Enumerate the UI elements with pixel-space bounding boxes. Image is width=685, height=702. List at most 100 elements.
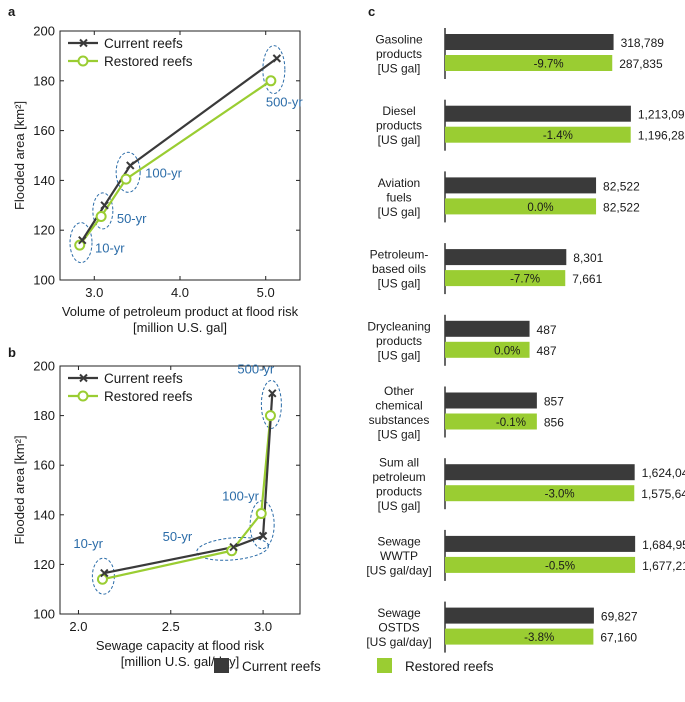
category-label: [US gal]	[378, 62, 421, 76]
y-tick-label: 180	[33, 408, 55, 423]
bar-value-restored: 1,677,216	[642, 559, 685, 573]
return-period-label: 10-yr	[73, 536, 103, 551]
bar-value-restored: 287,835	[619, 57, 663, 71]
category-label: Petroleum-	[370, 248, 429, 262]
category-label: Gasoline	[375, 33, 423, 47]
restored-point	[255, 508, 267, 520]
panel-label-b: b	[8, 345, 16, 360]
category-label: [US gal]	[378, 427, 421, 441]
current-point	[100, 201, 109, 210]
current-point	[258, 531, 268, 541]
category-label: [US gal]	[378, 348, 421, 362]
category-label: products	[376, 484, 422, 498]
pct-change-label: -7.7%	[510, 274, 540, 286]
return-period-label: 50-yr	[163, 529, 193, 544]
y-axis-label: Flooded area [km²]	[12, 101, 27, 210]
legend-label-restored: Restored reefs	[104, 389, 193, 404]
current-point	[272, 54, 282, 63]
category-label: [US gal/day]	[366, 563, 431, 577]
return-period-label: 10-yr	[95, 241, 125, 256]
category-label: Sewage	[377, 534, 421, 548]
bar-value-current: 8,301	[573, 251, 603, 265]
pct-change-label: -1.4%	[543, 130, 573, 142]
restored-point	[95, 211, 107, 223]
category-label: products	[376, 119, 422, 133]
panel-label-c: c	[368, 4, 375, 19]
return-period-ellipse	[260, 379, 282, 429]
bar-value-restored: 1,196,285	[638, 129, 685, 143]
category-label: chemical	[375, 398, 422, 412]
legend-marker-restored	[77, 390, 89, 402]
return-period-ellipse	[115, 151, 141, 193]
pct-change-label: -0.1%	[496, 417, 526, 429]
bar-current	[445, 464, 635, 481]
x-tick-label: 3.0	[254, 619, 272, 634]
bar-restored	[445, 270, 566, 287]
current-point	[268, 389, 277, 398]
category-label: [US gal]	[378, 205, 421, 219]
line-chart-b: 100 120 140 160 180 200 2.0 2.5 3.0 Sewage capaci…	[12, 359, 301, 669]
bar-value-restored: 82,522	[603, 200, 640, 214]
bar-current	[445, 34, 614, 50]
plot-frame	[59, 365, 301, 615]
bar-value-current: 857	[544, 395, 564, 409]
legend-label-current: Current reefs	[104, 36, 183, 51]
category-label: products	[376, 47, 422, 61]
bar-restored	[445, 126, 631, 143]
legend-marker-restored	[77, 55, 89, 67]
category-label: petroleum	[372, 470, 425, 484]
category-label: Sewage	[377, 606, 421, 620]
category-label: [US gal]	[378, 499, 421, 513]
category-label: OSTDS	[378, 621, 419, 635]
y-tick-label: 180	[33, 73, 55, 88]
bar-value-restored: 67,160	[600, 631, 637, 645]
legend-label-current: Current reefs	[104, 371, 183, 386]
bar-value-current: 82,522	[603, 179, 640, 193]
legend-marker-current	[79, 373, 88, 383]
return-period-ellipse	[69, 222, 93, 264]
return-period-ellipse	[262, 45, 286, 95]
x-axis-label-unit: [million U.S. gal/day]	[121, 654, 240, 669]
y-tick-label: 120	[33, 557, 55, 572]
pct-change-label: 0.0%	[494, 345, 520, 357]
current-point	[126, 161, 135, 170]
legend-label-restored: Restored reefs	[104, 54, 193, 69]
category-label: Sum all	[379, 455, 419, 469]
y-tick-label: 140	[33, 173, 55, 188]
x-axis-label: Sewage capacity at flood risk	[96, 638, 265, 653]
pct-change-label: 0.0%	[527, 202, 553, 214]
bar-value-current: 487	[537, 323, 557, 337]
series-line-restored	[78, 79, 272, 246]
current-point	[100, 568, 109, 578]
category-label: Other	[384, 384, 414, 398]
bar-restored	[445, 556, 636, 573]
restored-point	[265, 75, 277, 87]
bar-restored	[445, 485, 635, 502]
x-axis-label-unit: [million U.S. gal]	[133, 320, 227, 335]
category-label: WWTP	[380, 549, 418, 563]
x-tick-label: 2.0	[69, 619, 87, 634]
bar-restored	[445, 341, 530, 358]
restored-point	[120, 173, 132, 185]
category-label: [US gal]	[378, 133, 421, 147]
pct-change-label: -3.8%	[524, 632, 554, 644]
line-chart-a: 100 120 140 160 180 200 3.0 4.0 5.0 Volume of pet…	[12, 24, 303, 336]
pct-change-label: -9.7%	[534, 59, 564, 71]
y-axis-label: Flooded area [km²]	[12, 435, 27, 544]
category-label: Aviation	[378, 176, 420, 190]
y-tick-label: 120	[33, 223, 55, 238]
bar-restored	[445, 413, 537, 430]
y-tick-label: 200	[33, 359, 55, 374]
y-tick-label: 160	[33, 458, 55, 473]
category-label: products	[376, 334, 422, 348]
bar-current	[445, 177, 597, 194]
bar-current	[445, 320, 530, 337]
bar-value-restored: 7,661	[572, 272, 602, 286]
bar-value-current: 318,789	[621, 36, 665, 50]
category-label: based oils	[372, 262, 426, 276]
category-label: [US gal/day]	[366, 635, 431, 649]
bar-current	[445, 535, 636, 552]
return-period-ellipse	[92, 192, 114, 230]
y-tick-label: 100	[33, 607, 55, 622]
category-label: Diesel	[382, 104, 415, 118]
